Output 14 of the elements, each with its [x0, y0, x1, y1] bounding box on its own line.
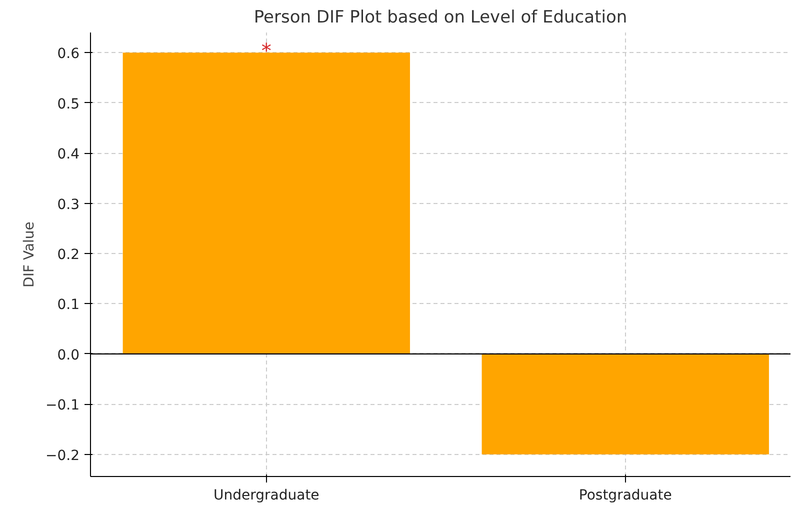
- y-tick-label: 0.5: [57, 96, 80, 112]
- y-tick-label: 0.1: [57, 297, 80, 314]
- y-tick-label: −0.2: [46, 448, 80, 464]
- chart-title: Person DIF Plot based on Level of Education: [254, 8, 628, 28]
- y-axis-title: DIF Value: [22, 222, 38, 288]
- y-tick-label: 0.2: [57, 246, 80, 263]
- x-tick-label: Undergraduate: [214, 488, 320, 504]
- y-tick-label: −0.1: [46, 398, 80, 414]
- y-tick-label: 0.0: [57, 347, 80, 364]
- y-tick-label: 0.3: [57, 196, 80, 213]
- y-tick-label: 0.6: [57, 46, 80, 62]
- y-tick-label: 0.4: [57, 146, 80, 163]
- x-tick-label: Postgraduate: [578, 488, 672, 504]
- annotation: *: [261, 38, 272, 63]
